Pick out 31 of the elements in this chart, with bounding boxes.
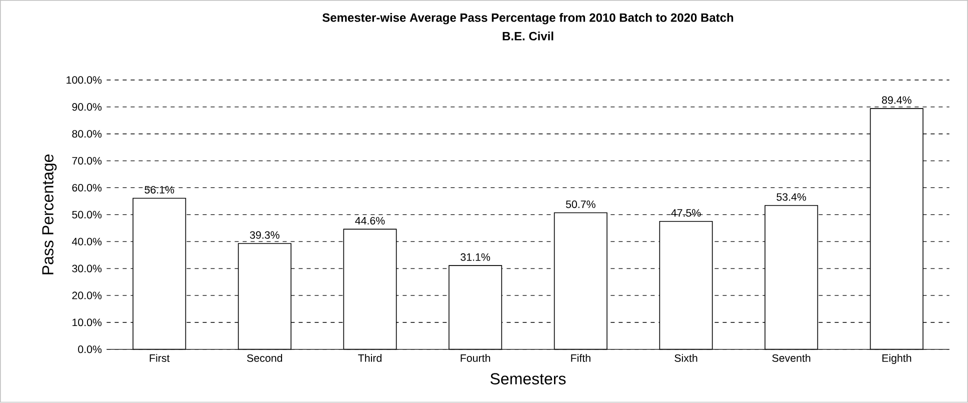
chart-title: Semester-wise Average Pass Percentage from 2010 Batch to 2020 Batch <box>322 13 734 24</box>
y-tick-label: 50.0% <box>72 211 102 219</box>
x-axis-title: Semesters <box>490 373 566 385</box>
x-tick-label: Eighth <box>882 354 912 364</box>
x-tick-label: Sixth <box>674 354 698 362</box>
y-tick-label: 40.0% <box>72 238 102 246</box>
data-label: 31.1% <box>460 253 490 262</box>
data-label: 53.4% <box>776 193 806 201</box>
data-label: 89.4% <box>882 96 912 104</box>
data-label: 47.5% <box>671 209 701 217</box>
x-tick-label: Second <box>247 354 282 362</box>
y-tick-label: 10.0% <box>72 318 102 326</box>
x-tick-label: Third <box>358 354 382 362</box>
data-label: 50.7% <box>566 200 596 208</box>
chart-subtitle: B.E. Civil <box>502 32 554 41</box>
y-tick-label: 80.0% <box>72 130 102 138</box>
y-tick-label: 30.0% <box>72 264 102 272</box>
x-tick-label: Fourth <box>460 354 490 362</box>
y-axis-title: Pass Percentage <box>42 154 57 274</box>
y-tick-label: 70.0% <box>72 157 102 165</box>
y-tick-label: 20.0% <box>72 292 102 300</box>
data-label: 39.3% <box>250 231 280 239</box>
x-tick-label: Fifth <box>571 354 590 362</box>
y-tick-label: 60.0% <box>72 184 102 192</box>
data-label: 56.1% <box>144 186 174 194</box>
y-tick-label: 0.0% <box>78 346 102 354</box>
x-tick-label: First <box>150 354 170 362</box>
y-tick-label: 90.0% <box>72 103 102 111</box>
y-tick-label: 100.0% <box>66 76 102 84</box>
x-tick-label: Seventh <box>772 354 810 362</box>
data-label: 44.6% <box>355 217 385 225</box>
